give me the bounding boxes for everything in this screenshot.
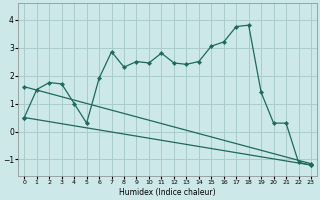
X-axis label: Humidex (Indice chaleur): Humidex (Indice chaleur) [119, 188, 216, 197]
